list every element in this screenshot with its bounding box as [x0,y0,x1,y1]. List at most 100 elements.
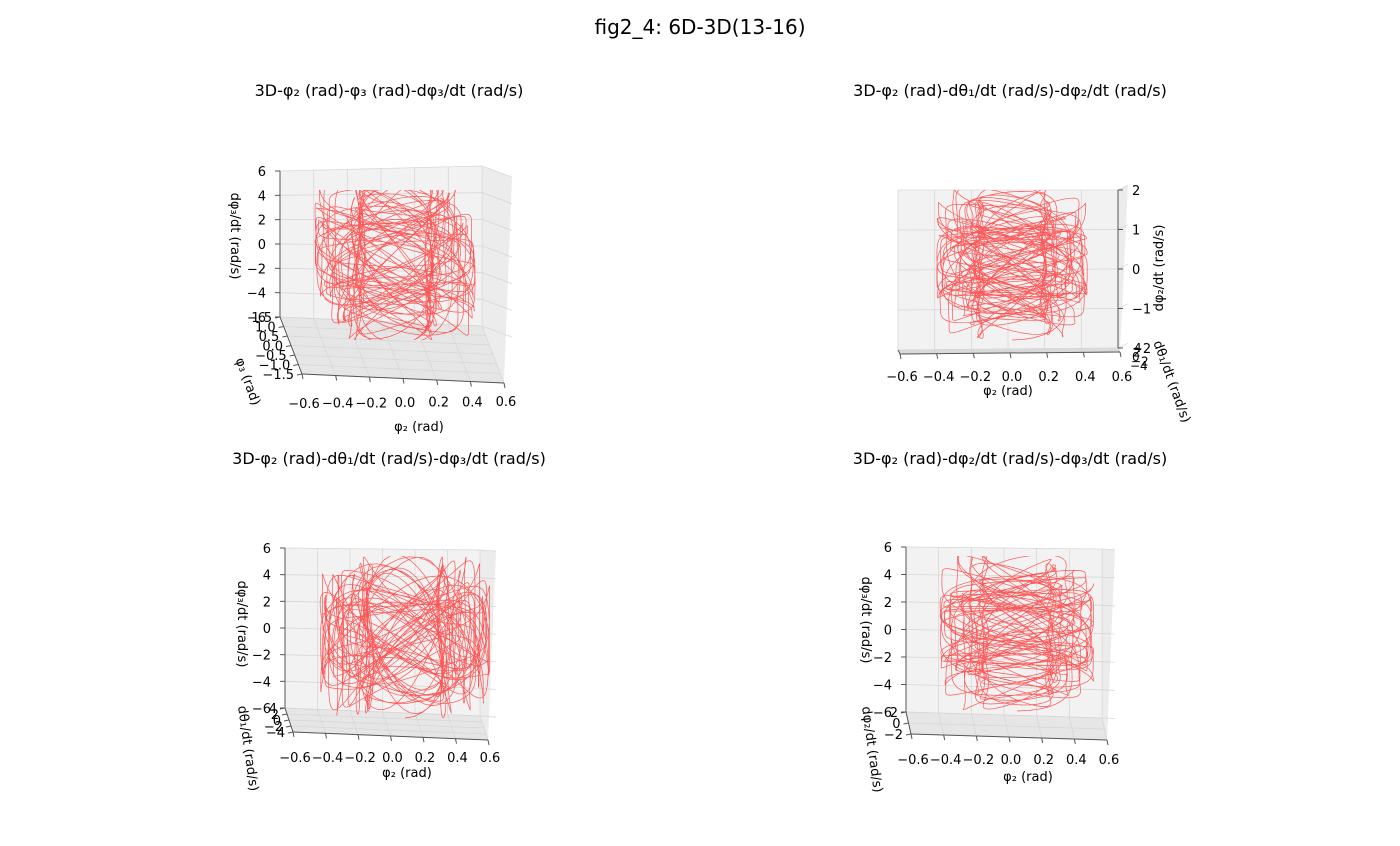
z-tick-label: 0 [263,622,271,637]
y-tick-label: −2 [264,720,283,735]
z-tick-label: −4 [247,287,266,302]
z-tick-label: −2 [247,262,266,277]
z-tick-label: 0 [1132,263,1140,278]
x-tick-label: 0.4 [447,751,468,766]
x-tick-label: 0.0 [395,396,416,411]
grid-line [479,687,497,690]
x-tick-label: 0.4 [1066,753,1087,768]
x-tick-label: −0.4 [923,370,955,385]
trajectory-line [314,190,476,340]
x-tick [325,733,327,739]
grid-line [1101,633,1116,635]
y-tick-label: 4 [269,702,277,717]
grid-line [481,192,513,205]
x-tick [975,735,978,742]
grid-line [288,719,485,729]
y-tick [900,711,907,714]
grid-line [898,348,1119,352]
z-tick-label: −2 [252,649,271,664]
z-tick-label: 2 [1132,184,1140,199]
x-tick [1119,351,1122,358]
grid-line [481,245,513,258]
grid-line [481,325,513,338]
subplot-4-zlabel: dφ₃/dt (rad/s) [858,577,873,664]
grid-line [284,707,481,717]
y-tick-label: 1.5 [251,311,272,326]
grid-line [284,680,481,689]
grid-line [1101,576,1116,579]
x-tick-label: 0.6 [480,751,501,766]
x-tick-label: −0.2 [963,753,995,768]
x-tick [1009,352,1012,359]
y-tick [283,719,290,722]
y-tick [903,722,909,725]
z-tick-label: −2 [1132,342,1151,357]
grid-line [1101,604,1116,607]
x-tick-label: 0.4 [462,395,483,410]
subplot-1-xlabel: φ₂ (rad) [394,420,444,435]
grid-line [1101,689,1116,691]
x-tick-label: −0.6 [279,751,311,766]
grid-line [279,267,483,274]
x-tick-label: 0.2 [428,396,449,411]
grid-line [284,547,481,551]
grid-line [290,725,487,735]
subplot-2-title: 3D-φ₂ (rad)-dθ₁/dt (rad/s)-dφ₂/dt (rad/s… [853,81,1167,100]
grid-line [1101,717,1116,719]
subplot-1-zlabel: dφ₃/dt (rad/s) [227,193,242,280]
z-tick-label: −2 [873,651,892,666]
subplot-3-axes: −0.6 −0.4 −0.2 0.0 0.2 0.4 0.6−6−4−20246−4−202… [252,542,501,766]
x-tick [936,353,939,359]
y-tick-label: −2 [884,728,903,743]
subplot-3: 3D-φ₂ (rad)-dθ₁/dt (rad/s)-dφ₃/dt (rad/s… [232,449,546,792]
grid-line [1117,224,1129,230]
subplot-2-ylabel: dθ₁/dt (rad/s) [1150,339,1194,425]
side-pane [480,550,496,740]
grid-line [287,335,490,346]
trajectory-group [319,556,491,719]
z-tick-label: 1 [1132,224,1140,239]
subplot-2-zlabel: dφ₂/dt (rad/s) [1152,225,1167,312]
grid-line [905,711,1103,719]
y-tick [282,335,288,338]
y-tick [281,713,288,716]
grid-line [279,165,483,172]
y-tick-label: −0.5 [255,349,287,364]
y-tick-label: 0 [892,717,900,732]
grid-line [1117,263,1129,270]
grid-line [905,656,1103,663]
z-tick-label: −1 [1132,303,1151,318]
grid-line [283,326,486,336]
grid-line [481,165,513,178]
subplot-1-title: 3D-φ₂ (rad)-φ₃ (rad)-dφ₃/dt (rad/s) [255,81,524,100]
z-tick-label: −4 [252,675,271,690]
x-tick-label: −0.4 [312,751,344,766]
y-tick [274,316,281,319]
x-tick-label: 0.2 [1033,753,1054,768]
y-tick-label: 1.0 [255,321,276,336]
grid-line [294,354,497,365]
x-tick-label: 0.2 [415,751,436,766]
subplot-1: 3D-φ₂ (rad)-φ₃ (rad)-dφ₃/dt (rad/s) −0.6… [227,81,523,435]
y-tick-label: −2 [1131,355,1149,369]
grid-line [481,272,513,285]
x-tick-label: −0.4 [930,753,962,768]
x-tick [422,737,425,743]
x-tick-label: 0.6 [496,395,517,410]
subplot-3-xlabel: φ₂ (rad) [382,766,432,781]
trajectory-group [936,190,1088,341]
x-tick-label: 0.0 [1002,370,1023,385]
x-tick [1082,352,1085,358]
x-tick-label: 0.0 [382,751,403,766]
z-tick-label: 6 [884,541,892,556]
x-tick [503,382,506,389]
subplot-4: 3D-φ₂ (rad)-dφ₂/dt (rad/s)-dφ₃/dt (rad/s… [853,449,1167,794]
subplot-2: 3D-φ₂ (rad)-dθ₁/dt (rad/s)-dφ₂/dt (rad/s… [853,81,1193,425]
x-tick-label: −0.2 [344,751,376,766]
z-tick-label: −4 [873,679,892,694]
subplot-3-title: 3D-φ₂ (rad)-dθ₁/dt (rad/s)-dφ₃/dt (rad/s… [232,449,546,468]
grid-line [1117,184,1129,191]
x-tick [455,738,457,744]
y-tick [293,364,299,366]
